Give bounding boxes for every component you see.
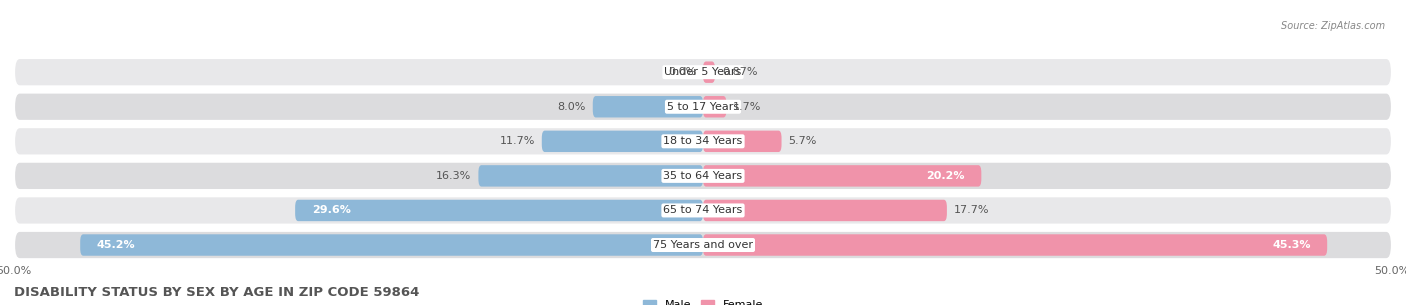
FancyBboxPatch shape	[703, 131, 782, 152]
Legend: Male, Female: Male, Female	[638, 296, 768, 305]
FancyBboxPatch shape	[703, 165, 981, 187]
FancyBboxPatch shape	[80, 234, 703, 256]
Text: 0.87%: 0.87%	[721, 67, 758, 77]
Text: Under 5 Years: Under 5 Years	[665, 67, 741, 77]
FancyBboxPatch shape	[541, 131, 703, 152]
Text: 65 to 74 Years: 65 to 74 Years	[664, 206, 742, 215]
Text: 18 to 34 Years: 18 to 34 Years	[664, 136, 742, 146]
Text: 17.7%: 17.7%	[953, 206, 990, 215]
FancyBboxPatch shape	[14, 196, 1392, 224]
Text: 75 Years and over: 75 Years and over	[652, 240, 754, 250]
Text: 1.7%: 1.7%	[734, 102, 762, 112]
FancyBboxPatch shape	[14, 58, 1392, 86]
FancyBboxPatch shape	[295, 200, 703, 221]
FancyBboxPatch shape	[703, 96, 727, 117]
Text: 16.3%: 16.3%	[436, 171, 471, 181]
FancyBboxPatch shape	[703, 200, 946, 221]
FancyBboxPatch shape	[703, 62, 716, 83]
Text: 29.6%: 29.6%	[312, 206, 350, 215]
FancyBboxPatch shape	[14, 93, 1392, 121]
Text: 8.0%: 8.0%	[558, 102, 586, 112]
FancyBboxPatch shape	[14, 231, 1392, 259]
FancyBboxPatch shape	[593, 96, 703, 117]
Text: DISABILITY STATUS BY SEX BY AGE IN ZIP CODE 59864: DISABILITY STATUS BY SEX BY AGE IN ZIP C…	[14, 285, 419, 299]
Text: Source: ZipAtlas.com: Source: ZipAtlas.com	[1281, 21, 1385, 31]
FancyBboxPatch shape	[14, 127, 1392, 156]
Text: 45.3%: 45.3%	[1272, 240, 1310, 250]
FancyBboxPatch shape	[478, 165, 703, 187]
Text: 0.0%: 0.0%	[668, 67, 696, 77]
Text: 5 to 17 Years: 5 to 17 Years	[666, 102, 740, 112]
FancyBboxPatch shape	[703, 234, 1327, 256]
Text: 45.2%: 45.2%	[97, 240, 135, 250]
Text: 35 to 64 Years: 35 to 64 Years	[664, 171, 742, 181]
Text: 5.7%: 5.7%	[789, 136, 817, 146]
Text: 20.2%: 20.2%	[927, 171, 965, 181]
Text: 11.7%: 11.7%	[499, 136, 534, 146]
FancyBboxPatch shape	[14, 162, 1392, 190]
